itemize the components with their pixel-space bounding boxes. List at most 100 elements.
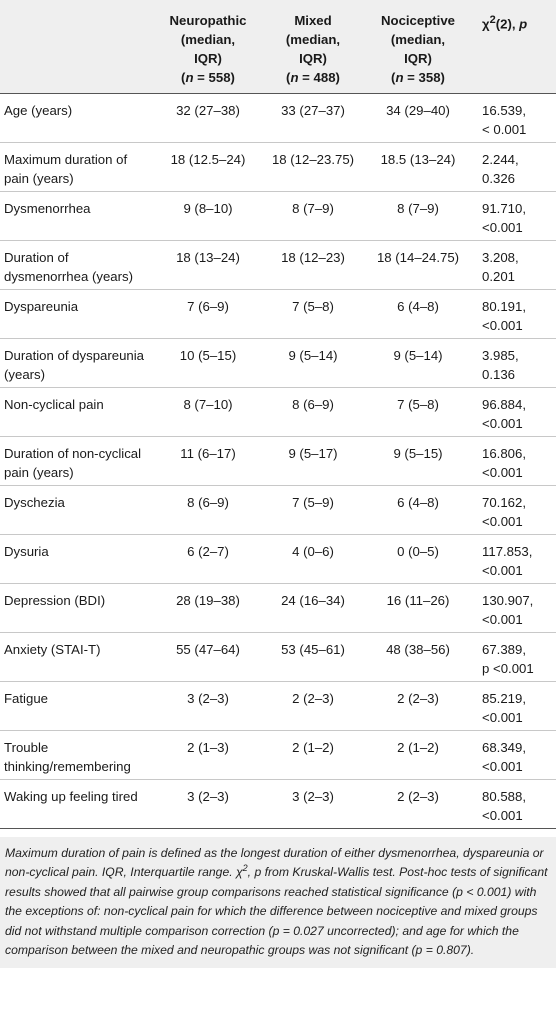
header-nociceptive-n: (n = 358) xyxy=(391,70,445,85)
cell-neuropathic: 3 (2–3) xyxy=(187,691,229,706)
chi-statistic: 85.219, xyxy=(482,691,526,706)
header-mixed-n-symbol: n xyxy=(290,70,299,85)
cell-chi-square: 130.907, <0.001 xyxy=(474,584,556,633)
table-row: Dysmenorrhea 9 (8–10) 8 (7–9) 8 (7–9) 91.710… xyxy=(0,191,556,241)
cell-neuropathic: 18 (12.5–24) xyxy=(170,152,246,167)
header-chi-sup: 2 xyxy=(489,14,496,26)
chi-statistic: 96.884, xyxy=(482,397,526,412)
cell-nociceptive: 2 (2–3) xyxy=(397,691,439,706)
header-mixed-n-value: = 488) xyxy=(298,70,340,85)
cell-mixed: 9 (5–14) xyxy=(288,348,338,363)
row-label: Depression (BDI) xyxy=(4,593,106,608)
row-label: Non-cyclical pain xyxy=(4,397,104,412)
cell-mixed: 3 (2–3) xyxy=(292,789,334,804)
header-chi-square: χ2(2), p xyxy=(474,0,556,94)
header-mixed-l2: (median, xyxy=(285,32,341,47)
table-row: Duration of non-cyclical pain (years) 11 … xyxy=(0,436,556,486)
header-neuropathic-l2: (median, xyxy=(180,32,236,47)
table-footnote: Maximum duration of pain is defined as t… xyxy=(0,837,556,969)
chi-statistic: 16.539, xyxy=(482,103,526,118)
cell-mixed: 18 (12–23.75) xyxy=(271,152,355,167)
cell-chi-square: 96.884, <0.001 xyxy=(474,388,556,437)
table-row: Duration of dyspareunia (years) 10 (5–15)… xyxy=(0,338,556,388)
header-mixed-n: (n = 488) xyxy=(286,70,340,85)
cell-mixed: 2 (2–3) xyxy=(292,691,334,706)
table-row: Maximum duration of pain (years) 18 (12.5… xyxy=(0,142,556,192)
cell-nociceptive: 18.5 (13–24) xyxy=(380,152,456,167)
p-value: p <0.001 xyxy=(482,660,534,676)
results-table-container: Neuropathic (median, IQR) (n = 558) Mixe… xyxy=(0,0,556,969)
cell-neuropathic: 11 (6–17) xyxy=(180,446,236,461)
row-label: Dysuria xyxy=(4,544,49,559)
chi-statistic: 80.191, xyxy=(482,299,526,314)
row-label: Waking up feeling tired xyxy=(4,789,138,804)
chi-statistic: 80.588, xyxy=(482,789,526,804)
cell-neuropathic: 3 (2–3) xyxy=(187,789,229,804)
cell-neuropathic: 28 (19–38) xyxy=(176,593,240,608)
cell-mixed: 4 (0–6) xyxy=(292,544,334,559)
table-row: Dyspareunia 7 (6–9) 7 (5–8) 6 (4–8) 80.191, <… xyxy=(0,289,556,339)
p-value: < 0.001 xyxy=(482,121,527,137)
p-value: 0.136 xyxy=(482,366,516,382)
cell-mixed: 8 (7–9) xyxy=(292,201,334,216)
header-chi-rest: (2), xyxy=(495,16,520,32)
cell-neuropathic: 18 (13–24) xyxy=(176,250,240,265)
table-row: Non-cyclical pain 8 (7–10) 8 (6–9) 7 (5–8) 9… xyxy=(0,387,556,437)
cell-chi-square: 3.208, 0.201 xyxy=(474,241,556,290)
cell-nociceptive: 18 (14–24.75) xyxy=(376,250,460,265)
row-label: Anxiety (STAI-T) xyxy=(4,642,101,657)
p-value: <0.001 xyxy=(482,513,523,529)
cell-nociceptive: 34 (29–40) xyxy=(386,103,450,118)
header-nociceptive-l1: Nociceptive xyxy=(380,13,456,28)
cell-neuropathic: 6 (2–7) xyxy=(187,544,229,559)
header-nociceptive-n-symbol: n xyxy=(395,70,404,85)
cell-neuropathic: 8 (6–9) xyxy=(187,495,229,510)
p-value: 0.201 xyxy=(482,268,516,284)
p-value: <0.001 xyxy=(482,611,523,627)
p-value: <0.001 xyxy=(482,709,523,725)
header-chi-p: p xyxy=(519,16,528,32)
p-value: <0.001 xyxy=(482,415,523,431)
chi-statistic: 2.244, xyxy=(482,152,519,167)
cell-nociceptive: 2 (1–2) xyxy=(397,740,439,755)
chi-statistic: 130.907, xyxy=(482,593,534,608)
cell-neuropathic: 8 (7–10) xyxy=(183,397,233,412)
cell-mixed: 33 (27–37) xyxy=(281,103,345,118)
table-row: Duration of dysmenorrhea (years) 18 (13–2… xyxy=(0,240,556,290)
footnote-part1: Maximum duration of pain is defined as t… xyxy=(5,846,544,880)
row-label: Dyspareunia xyxy=(4,299,79,314)
p-value: 0.326 xyxy=(482,170,516,186)
p-value: <0.001 xyxy=(482,758,523,774)
header-chi-symbol: χ xyxy=(482,16,490,32)
row-label: Age (years) xyxy=(4,103,73,118)
p-value: <0.001 xyxy=(482,807,523,823)
results-table: Neuropathic (median, IQR) (n = 558) Mixe… xyxy=(0,0,556,829)
row-label: Trouble thinking/remembering xyxy=(4,740,131,774)
cell-nociceptive: 9 (5–14) xyxy=(393,348,443,363)
footnote-sup: 2 xyxy=(242,863,248,874)
cell-mixed: 2 (1–2) xyxy=(292,740,334,755)
table-body: Age (years) 32 (27–38) 33 (27–37) 34 (29–40… xyxy=(0,93,556,829)
chi-statistic: 117.853, xyxy=(482,544,533,559)
cell-chi-square: 70.162, <0.001 xyxy=(474,486,556,535)
footnote-part2: , p from Kruskal-Wallis test. Post-hoc t… xyxy=(5,865,548,958)
cell-neuropathic: 55 (47–64) xyxy=(176,642,240,657)
table-row: Trouble thinking/remembering 2 (1–3) 2 (1–… xyxy=(0,730,556,780)
cell-chi-square: 67.389, p <0.001 xyxy=(474,633,556,682)
cell-neuropathic: 7 (6–9) xyxy=(187,299,229,314)
table-row: Age (years) 32 (27–38) 33 (27–37) 34 (29–40… xyxy=(0,93,556,143)
header-neuropathic-l3: IQR) xyxy=(194,51,222,66)
cell-mixed: 7 (5–8) xyxy=(292,299,334,314)
cell-mixed: 9 (5–17) xyxy=(288,446,338,461)
cell-chi-square: 117.853, <0.001 xyxy=(474,535,556,584)
header-neuropathic-n-value: = 558) xyxy=(193,70,235,85)
row-label: Dysmenorrhea xyxy=(4,201,91,216)
cell-nociceptive: 6 (4–8) xyxy=(397,299,439,314)
cell-nociceptive: 2 (2–3) xyxy=(397,789,439,804)
cell-nociceptive: 0 (0–5) xyxy=(397,544,439,559)
p-value: <0.001 xyxy=(482,562,523,578)
chi-statistic: 16.806, xyxy=(482,446,526,461)
header-neuropathic-l1: Neuropathic xyxy=(169,13,247,28)
header-nociceptive-l2: (median, xyxy=(390,32,446,47)
table-row: Dyschezia 8 (6–9) 7 (5–9) 6 (4–8) 70.162, <0.… xyxy=(0,485,556,535)
